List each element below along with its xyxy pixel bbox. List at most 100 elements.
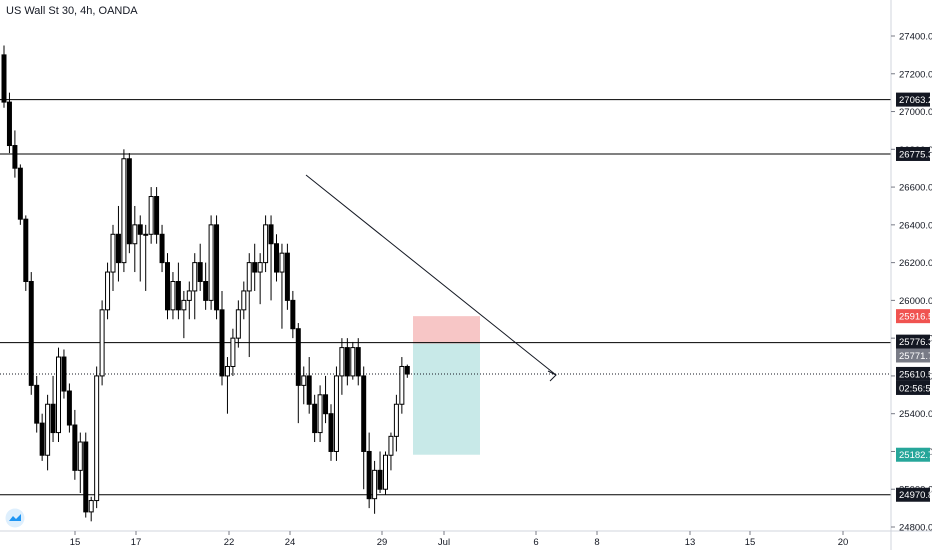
- candle: [361, 366, 367, 490]
- price-tick-label: 26000.0: [899, 296, 932, 307]
- trend-arrow[interactable]: [305, 174, 557, 382]
- svg-text:25916.5: 25916.5: [899, 312, 932, 323]
- price-tag-24970: 24970.8: [896, 487, 932, 502]
- candle: [143, 224, 149, 291]
- candle: [105, 262, 111, 320]
- position-tool[interactable]: [413, 316, 480, 455]
- candle: [404, 364, 410, 378]
- time-tick-label: Jul: [438, 537, 450, 548]
- time-tick-label: 17: [131, 537, 142, 548]
- candle: [274, 234, 279, 282]
- candle: [246, 253, 252, 358]
- candle: [77, 432, 83, 494]
- svg-text:25610.5: 25610.5: [899, 369, 932, 380]
- candle: [110, 224, 116, 291]
- candle: [181, 290, 187, 339]
- price-tick-label: 27200.0: [899, 69, 932, 80]
- candle: [39, 413, 45, 461]
- candle: [393, 394, 399, 452]
- svg-text:25776.3: 25776.3: [899, 337, 932, 348]
- candle: [208, 215, 214, 310]
- time-tick-label: 8: [594, 537, 599, 548]
- time-tick-label: 29: [377, 537, 388, 548]
- candle: [88, 496, 94, 522]
- candle: [50, 375, 56, 443]
- candle: [17, 164, 23, 225]
- candle: [372, 460, 378, 514]
- time-tick-label: 13: [685, 537, 696, 548]
- candle: [56, 347, 61, 443]
- candle: [350, 341, 356, 380]
- candle: [12, 130, 18, 178]
- price-tick-label: 24800.0: [899, 523, 932, 534]
- candle: [295, 323, 301, 424]
- time-axis[interactable]: 15 17 22 24 29 Jul 6 8 13 15 20: [70, 531, 849, 548]
- chart-title: US Wall St 30, 4h, OANDA: [6, 5, 138, 17]
- candle: [383, 451, 388, 495]
- candle: [317, 385, 323, 443]
- candle: [192, 253, 198, 320]
- candle: [312, 394, 318, 443]
- candle: [28, 272, 34, 395]
- candle: [175, 262, 181, 320]
- candle: [203, 262, 209, 310]
- price-tick-label: 25400.0: [899, 409, 932, 420]
- candle: [61, 349, 67, 399]
- candle: [284, 243, 290, 310]
- candle: [355, 338, 361, 386]
- candle: [197, 243, 203, 291]
- candle: [257, 253, 263, 305]
- candle: [366, 432, 372, 509]
- candle: [279, 243, 285, 329]
- candle: [377, 451, 383, 494]
- candle: [224, 357, 230, 414]
- candle: [1, 45, 7, 108]
- price-tag-27063: 27063.2: [896, 92, 932, 107]
- candle: [137, 215, 143, 282]
- candle: [170, 272, 176, 320]
- entry-line-tag: 25776.3: [896, 334, 932, 349]
- price-tick-label: 27000.0: [899, 107, 932, 118]
- candle: [388, 432, 394, 471]
- arrow-head-icon: [547, 370, 557, 382]
- candle: [214, 215, 220, 320]
- candle: [23, 215, 29, 291]
- candle: [83, 432, 89, 518]
- candle: [328, 404, 334, 461]
- candle: [323, 375, 329, 424]
- entry-price-tag: 25771.7: [896, 348, 932, 363]
- time-tick-label: 20: [838, 537, 849, 548]
- last-price-tag: 25610.5: [896, 366, 932, 381]
- candle: [339, 338, 345, 395]
- candle: [126, 153, 132, 254]
- candle: [263, 215, 269, 273]
- time-tick-label: 24: [285, 537, 296, 548]
- candle: [148, 187, 154, 244]
- price-tick-label: 27400.0: [899, 32, 932, 43]
- tradingview-logo-icon[interactable]: [5, 508, 25, 528]
- price-tag-26775: 26775.3: [896, 146, 932, 161]
- candle: [399, 357, 405, 414]
- candle: [45, 394, 51, 471]
- stop-loss-zone[interactable]: [413, 316, 480, 344]
- price-tick-label: 26600.0: [899, 183, 932, 194]
- candle: [99, 300, 105, 386]
- candle: [301, 366, 307, 405]
- time-tick-label: 22: [224, 537, 235, 548]
- candle: [6, 92, 12, 154]
- candle: [186, 281, 192, 320]
- svg-text:25182.7: 25182.7: [899, 450, 932, 461]
- time-tick-label: 15: [745, 537, 756, 548]
- svg-text:02:56:55: 02:56:55: [899, 383, 932, 394]
- price-tags: 27063.2 26775.3 25916.5 25776.3 25771.7 25610…: [896, 92, 932, 502]
- target-price-tag: 25182.7: [896, 447, 932, 462]
- candle: [344, 338, 350, 386]
- take-profit-zone[interactable]: [413, 343, 480, 455]
- horizontal-lines[interactable]: [0, 99, 891, 496]
- bar-countdown-tag: 02:56:55: [896, 380, 932, 395]
- candle: [66, 383, 72, 433]
- candle: [230, 328, 236, 376]
- candle: [252, 243, 258, 291]
